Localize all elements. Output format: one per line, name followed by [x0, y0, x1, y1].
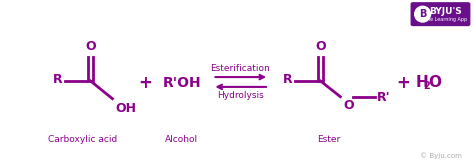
Text: R: R — [283, 73, 293, 86]
Text: O: O — [85, 39, 96, 52]
Text: R': R' — [377, 91, 391, 104]
Text: Carboxylic acid: Carboxylic acid — [48, 135, 117, 144]
Text: B: B — [419, 9, 426, 19]
Circle shape — [415, 6, 430, 22]
Text: H: H — [416, 75, 428, 90]
Text: BYJU'S: BYJU'S — [429, 7, 462, 16]
Text: Esterification: Esterification — [210, 64, 270, 73]
Text: R: R — [53, 73, 63, 86]
Text: Ester: Ester — [317, 135, 340, 144]
FancyBboxPatch shape — [411, 3, 470, 25]
Text: 2: 2 — [424, 81, 430, 91]
Text: OH: OH — [115, 102, 137, 115]
Text: R'OH: R'OH — [163, 76, 201, 90]
Text: Hydrolysis: Hydrolysis — [217, 91, 264, 100]
Text: Alcohol: Alcohol — [165, 135, 198, 144]
Text: O: O — [315, 39, 326, 52]
Text: +: + — [138, 74, 152, 92]
Text: © Byju.com: © Byju.com — [420, 152, 462, 159]
Text: O: O — [428, 75, 442, 90]
Text: The Learning App: The Learning App — [424, 17, 467, 22]
Text: +: + — [396, 74, 410, 92]
Text: O: O — [343, 99, 354, 112]
